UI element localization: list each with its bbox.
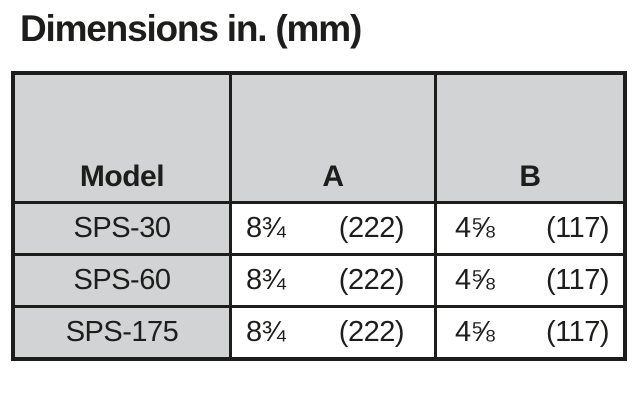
dimension-b-cell: 4⅝ (117) [434, 308, 623, 357]
dimension-a-cell: 8¾ (222) [229, 256, 434, 305]
table-row-sps-60: SPS-60 8¾ (222) 4⅝ (117) [15, 253, 623, 305]
page-title: Dimensions in. (mm) [20, 8, 362, 49]
model-cell: SPS-60 [15, 256, 229, 305]
column-header-model: Model [15, 75, 229, 201]
dimension-b-mm: (117) [545, 264, 610, 296]
table-header-row: Model A B [15, 75, 623, 201]
dimension-a-mm: (222) [338, 316, 405, 348]
dimension-b-cell: 4⅝ (117) [434, 256, 623, 305]
model-cell: SPS-30 [15, 204, 229, 253]
table-row-sps-175: SPS-175 8¾ (222) 4⅝ (117) [15, 305, 623, 357]
dimension-b-mm: (117) [545, 316, 610, 348]
table-row-sps-30: SPS-30 8¾ (222) 4⅝ (117) [15, 201, 623, 253]
dimension-a-mm: (222) [338, 212, 405, 244]
model-cell: SPS-175 [15, 308, 229, 357]
dimension-a-inches: 8¾ [246, 212, 286, 244]
dimension-a-cell: 8¾ (222) [229, 204, 434, 253]
column-header-a: A [229, 75, 434, 201]
dimensions-table: Model A B SPS-30 8¾ (222) 4⅝ (117) SPS-6… [11, 71, 627, 361]
dimension-b-inches: 4⅝ [455, 316, 495, 348]
dimension-a-mm: (222) [338, 264, 405, 296]
dimension-b-inches: 4⅝ [455, 264, 495, 296]
dimension-b-mm: (117) [545, 212, 610, 244]
column-header-b: B [434, 75, 623, 201]
dimension-a-inches: 8¾ [246, 316, 286, 348]
dimension-a-cell: 8¾ (222) [229, 308, 434, 357]
dimension-b-inches: 4⅝ [455, 212, 495, 244]
dimension-b-cell: 4⅝ (117) [434, 204, 623, 253]
dimension-a-inches: 8¾ [246, 264, 286, 296]
